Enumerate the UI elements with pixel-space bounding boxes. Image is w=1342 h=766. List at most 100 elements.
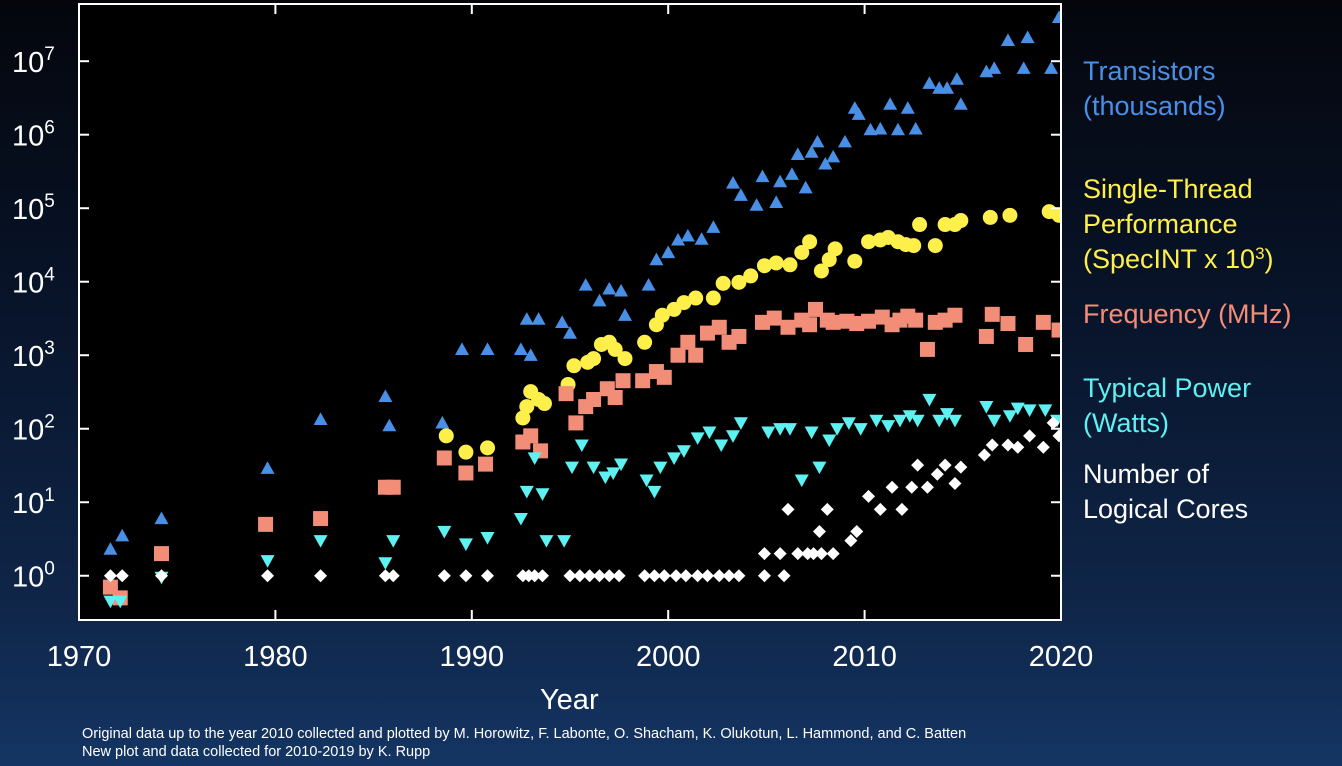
power-point bbox=[804, 426, 819, 440]
frequency-point bbox=[153, 546, 169, 562]
cores-point bbox=[103, 569, 117, 583]
cores-point bbox=[722, 569, 736, 583]
power-point bbox=[892, 414, 907, 428]
y-tick-label: 104 bbox=[12, 265, 55, 300]
single_thread-point bbox=[768, 255, 784, 271]
transistors-point bbox=[979, 64, 994, 78]
legend-cores: Number of Logical Cores bbox=[1083, 457, 1248, 527]
cores-point bbox=[873, 502, 887, 516]
transistors-point bbox=[519, 312, 534, 325]
power-point bbox=[902, 410, 917, 423]
frequency-point bbox=[978, 328, 994, 344]
transistors-point bbox=[680, 228, 695, 242]
power-point bbox=[260, 555, 275, 568]
cores-point bbox=[528, 569, 542, 583]
frequency-point bbox=[711, 319, 727, 335]
transistors-point bbox=[863, 122, 878, 136]
cores-point bbox=[386, 569, 400, 583]
cores-point bbox=[1011, 440, 1025, 454]
transistors-point bbox=[614, 283, 629, 297]
power-point bbox=[113, 595, 128, 609]
cores-point bbox=[154, 569, 168, 583]
power-point bbox=[947, 414, 962, 428]
single_thread-point bbox=[458, 444, 474, 460]
power-point bbox=[910, 414, 925, 428]
power-point bbox=[940, 408, 955, 421]
cores-point bbox=[938, 458, 952, 472]
frequency-point bbox=[688, 347, 704, 363]
transistors-point bbox=[826, 149, 841, 163]
transistors-point bbox=[649, 252, 664, 266]
frequency-point bbox=[984, 306, 1000, 322]
transistors-point bbox=[837, 134, 852, 148]
power-point bbox=[773, 423, 788, 436]
single_thread-point bbox=[802, 234, 818, 250]
transistors-point bbox=[1016, 61, 1031, 74]
cores-point bbox=[459, 569, 473, 583]
single_thread-point bbox=[676, 295, 692, 311]
legend-single-thread: Single-Thread Performance (SpecINT x 103… bbox=[1083, 172, 1274, 277]
cores-point bbox=[814, 547, 828, 561]
cores-point bbox=[638, 569, 652, 583]
legend-single-thread-line3: (SpecINT x 103) bbox=[1083, 244, 1274, 274]
legend-transistors: Transistors (thousands) bbox=[1083, 54, 1226, 124]
credits-line1: Original data up to the year 2010 collec… bbox=[82, 726, 967, 742]
cores-point bbox=[812, 524, 826, 538]
single_thread-point bbox=[827, 241, 843, 257]
y-tick-label: 105 bbox=[12, 191, 55, 226]
frequency-point bbox=[808, 301, 823, 317]
x-tick-label: 1980 bbox=[243, 641, 308, 673]
cores-point bbox=[807, 547, 821, 561]
cores-point bbox=[700, 569, 714, 583]
cores-point bbox=[791, 547, 805, 561]
transistors-point bbox=[890, 122, 905, 136]
power-point bbox=[539, 535, 554, 548]
cores-point bbox=[536, 569, 550, 583]
x-axis-title: Year bbox=[540, 684, 599, 716]
power-point bbox=[458, 538, 473, 552]
x-tick-label: 1970 bbox=[47, 641, 112, 673]
legend-frequency: Frequency (MHz) bbox=[1083, 297, 1292, 332]
single_thread-point bbox=[861, 234, 877, 250]
single_thread-point bbox=[782, 257, 798, 273]
data-markers bbox=[102, 10, 1061, 609]
cores-point bbox=[911, 458, 925, 472]
frequency-point bbox=[908, 312, 924, 328]
cores-point bbox=[563, 569, 577, 583]
power-point bbox=[979, 401, 994, 414]
transistors-point bbox=[851, 107, 866, 120]
frequency-point bbox=[586, 391, 602, 407]
transistors-point bbox=[883, 97, 898, 110]
power-point bbox=[830, 423, 845, 436]
cores-point bbox=[977, 448, 991, 462]
single_thread-point bbox=[654, 307, 670, 323]
transistors-point bbox=[260, 461, 275, 474]
single_thread-point bbox=[813, 263, 829, 279]
cores-point bbox=[1001, 438, 1015, 452]
transistors-point bbox=[773, 174, 788, 188]
frequency-point bbox=[766, 310, 782, 326]
transistors-point bbox=[592, 293, 607, 307]
transistors-point bbox=[694, 232, 709, 245]
frequency-point bbox=[1018, 336, 1034, 352]
power-point bbox=[557, 535, 572, 548]
transistors-point bbox=[103, 542, 118, 555]
single_thread-point bbox=[794, 244, 810, 260]
transistors-point bbox=[949, 72, 964, 85]
single_thread-point bbox=[756, 258, 772, 274]
power-point bbox=[761, 426, 776, 440]
cores-point bbox=[1036, 440, 1050, 454]
power-point bbox=[853, 423, 868, 436]
power-point bbox=[841, 417, 856, 430]
frequency-point bbox=[861, 313, 877, 329]
power-point bbox=[527, 452, 542, 465]
cores-point bbox=[844, 534, 858, 548]
transistors-point bbox=[661, 245, 676, 259]
power-point bbox=[535, 488, 550, 501]
transistors-point bbox=[513, 342, 528, 356]
transistors-point bbox=[1052, 10, 1061, 23]
cores-point bbox=[826, 547, 840, 561]
frequency-point bbox=[780, 319, 796, 335]
power-point bbox=[690, 432, 705, 445]
cores-point bbox=[732, 569, 746, 583]
